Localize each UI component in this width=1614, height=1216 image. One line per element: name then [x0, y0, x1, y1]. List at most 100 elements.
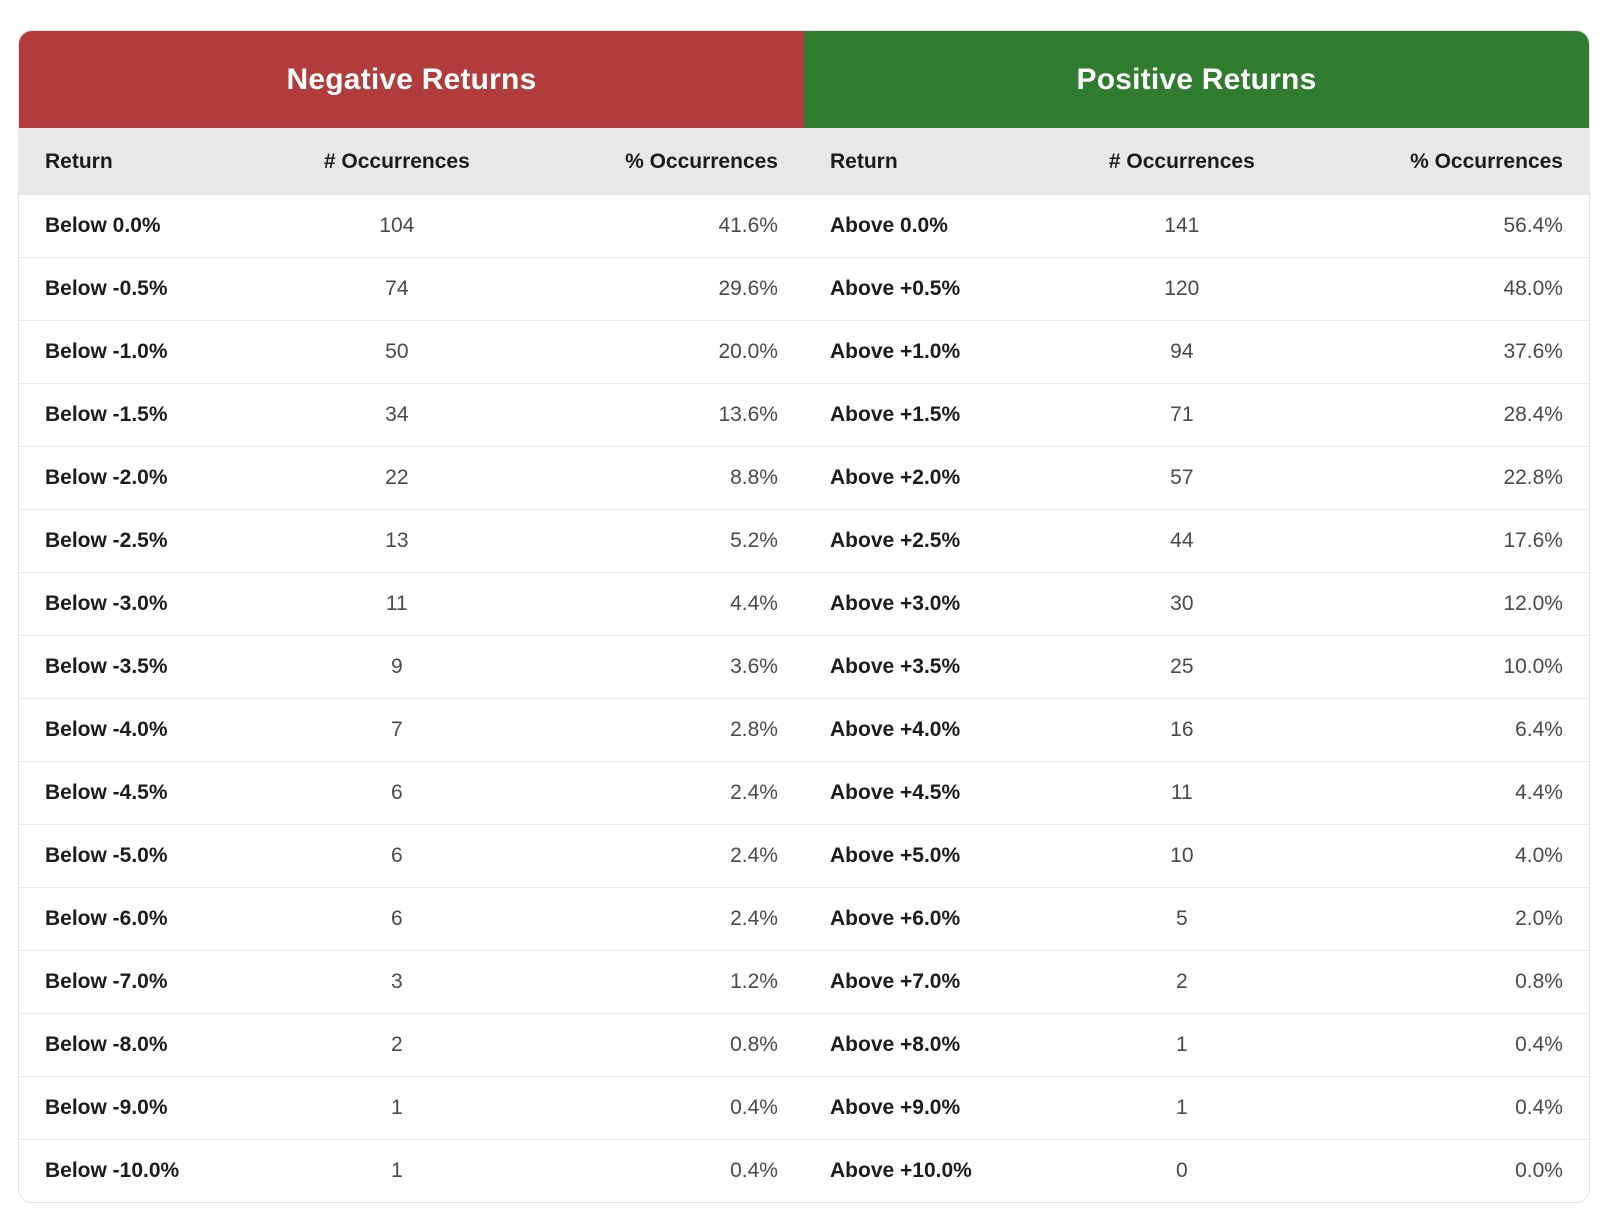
pct-occurrences-cell: 1.2%	[730, 970, 778, 993]
positive-row-half: Above +4.0% 16 6.4%	[804, 699, 1589, 761]
positive-row-half: Above +9.0% 1 0.4%	[804, 1077, 1589, 1139]
pct-occurrences-cell: 17.6%	[1503, 529, 1563, 552]
negative-row-half: Below -3.0% 11 4.4%	[19, 573, 804, 635]
table-row: Below -3.5% 9 3.6% Above +3.5% 25 10.0%	[19, 635, 1589, 698]
return-cell: Below -5.0%	[45, 844, 168, 867]
pct-occurrences-cell: 2.4%	[730, 844, 778, 867]
table-row: Below -8.0% 2 0.8% Above +8.0% 1 0.4%	[19, 1013, 1589, 1076]
positive-row-half: Above +1.0% 94 37.6%	[804, 321, 1589, 383]
return-cell: Below -7.0%	[45, 970, 168, 993]
occurrences-cell: 1	[1175, 1033, 1188, 1056]
occurrences-cell: 71	[1170, 403, 1194, 426]
pct-occurrences-cell: 41.6%	[718, 214, 778, 237]
occurrences-cell: 0	[1175, 1159, 1188, 1182]
pct-occurrences-cell: 6.4%	[1515, 718, 1563, 741]
pct-occurrences-cell: 2.8%	[730, 718, 778, 741]
pct-occurrences-cell: 28.4%	[1503, 403, 1563, 426]
return-cell: Above +10.0%	[830, 1159, 972, 1182]
return-cell: Above +9.0%	[830, 1096, 961, 1119]
negative-row-half: Below -3.5% 9 3.6%	[19, 636, 804, 698]
pct-occurrences-cell: 0.4%	[730, 1159, 778, 1182]
table-row: Below -1.5% 34 13.6% Above +1.5% 71 28.4%	[19, 383, 1589, 446]
pct-occurrences-cell: 12.0%	[1503, 592, 1563, 615]
return-cell: Above 0.0%	[830, 214, 948, 237]
positive-row-half: Above +1.5% 71 28.4%	[804, 384, 1589, 446]
negative-row-half: Below -0.5% 74 29.6%	[19, 258, 804, 320]
positive-row-half: Above +6.0% 5 2.0%	[804, 888, 1589, 950]
occurrences-cell: 22	[385, 466, 409, 489]
negative-row-half: Below -6.0% 6 2.4%	[19, 888, 804, 950]
occurrences-cell: 104	[379, 214, 415, 237]
return-cell: Below -4.5%	[45, 781, 168, 804]
pct-occurrences-cell: 29.6%	[718, 277, 778, 300]
occurrences-cell: 3	[390, 970, 403, 993]
negative-row-half: Below -5.0% 6 2.4%	[19, 825, 804, 887]
occurrences-cell: 16	[1170, 718, 1194, 741]
return-cell: Below -8.0%	[45, 1033, 168, 1056]
occurrences-cell: 74	[385, 277, 409, 300]
return-cell: Above +2.5%	[830, 529, 961, 552]
occurrences-cell: 2	[390, 1033, 403, 1056]
pct-occurrences-cell: 0.8%	[730, 1033, 778, 1056]
table-row: Below -2.0% 22 8.8% Above +2.0% 57 22.8%	[19, 446, 1589, 509]
negative-row-half: Below 0.0% 104 41.6%	[19, 195, 804, 257]
pct-occurrences-cell: 4.4%	[1515, 781, 1563, 804]
pct-occurrences-cell: 0.8%	[1515, 970, 1563, 993]
occurrences-cell: 30	[1170, 592, 1194, 615]
occurrences-cell: 7	[390, 718, 403, 741]
occurrences-cell: 44	[1170, 529, 1194, 552]
occurrences-cell: 6	[390, 844, 403, 867]
occurrences-cell: 11	[1170, 781, 1193, 804]
pct-occurrences-cell: 10.0%	[1503, 655, 1563, 678]
pct-occurrences-cell: 4.0%	[1515, 844, 1563, 867]
occurrences-cell: 25	[1170, 655, 1194, 678]
negative-returns-banner: Negative Returns	[19, 31, 804, 128]
negative-row-half: Below -10.0% 1 0.4%	[19, 1140, 804, 1202]
table-row: Below -6.0% 6 2.4% Above +6.0% 5 2.0%	[19, 887, 1589, 950]
return-cell: Above +8.0%	[830, 1033, 961, 1056]
negative-row-half: Below -2.0% 22 8.8%	[19, 447, 804, 509]
pct-occurrences-cell: 8.8%	[730, 466, 778, 489]
return-cell: Below -4.0%	[45, 718, 168, 741]
occurrences-cell: 6	[390, 907, 403, 930]
table-row: Below -1.0% 50 20.0% Above +1.0% 94 37.6%	[19, 320, 1589, 383]
return-cell: Above +3.5%	[830, 655, 961, 678]
return-cell: Below -2.0%	[45, 466, 168, 489]
return-cell: Below -1.5%	[45, 403, 168, 426]
pct-occurrences-cell: 5.2%	[730, 529, 778, 552]
pct-occurrences-cell: 13.6%	[718, 403, 778, 426]
positive-row-half: Above +7.0% 2 0.8%	[804, 951, 1589, 1013]
positive-row-half: Above +0.5% 120 48.0%	[804, 258, 1589, 320]
positive-column-headers: Return # Occurrences % Occurrences	[804, 128, 1589, 195]
column-header-pct-occurrences: % Occurrences	[1410, 149, 1563, 173]
banner-row: Negative Returns Positive Returns	[19, 31, 1589, 128]
positive-row-half: Above +5.0% 10 4.0%	[804, 825, 1589, 887]
occurrences-cell: 57	[1170, 466, 1194, 489]
return-cell: Above +7.0%	[830, 970, 961, 993]
negative-row-half: Below -7.0% 3 1.2%	[19, 951, 804, 1013]
return-cell: Below -3.5%	[45, 655, 168, 678]
return-cell: Below -2.5%	[45, 529, 168, 552]
pct-occurrences-cell: 0.4%	[1515, 1033, 1563, 1056]
occurrences-cell: 120	[1164, 277, 1200, 300]
return-cell: Below 0.0%	[45, 214, 161, 237]
column-header-row: Return # Occurrences % Occurrences Retur…	[19, 128, 1589, 195]
return-cell: Above +1.5%	[830, 403, 961, 426]
negative-returns-title: Negative Returns	[286, 62, 537, 96]
return-cell: Below -9.0%	[45, 1096, 168, 1119]
positive-row-half: Above +4.5% 11 4.4%	[804, 762, 1589, 824]
return-cell: Below -6.0%	[45, 907, 168, 930]
positive-returns-title: Positive Returns	[1076, 62, 1317, 96]
occurrences-cell: 1	[1175, 1096, 1188, 1119]
table-row: Below 0.0% 104 41.6% Above 0.0% 141 56.4%	[19, 195, 1589, 257]
table-row: Below -10.0% 1 0.4% Above +10.0% 0 0.0%	[19, 1139, 1589, 1202]
positive-row-half: Above +8.0% 1 0.4%	[804, 1014, 1589, 1076]
occurrences-cell: 94	[1170, 340, 1194, 363]
table-row: Below -3.0% 11 4.4% Above +3.0% 30 12.0%	[19, 572, 1589, 635]
occurrences-cell: 141	[1164, 214, 1200, 237]
occurrences-cell: 10	[1170, 844, 1194, 867]
return-cell: Above +5.0%	[830, 844, 961, 867]
table-row: Below -4.0% 7 2.8% Above +4.0% 16 6.4%	[19, 698, 1589, 761]
table-row: Below -5.0% 6 2.4% Above +5.0% 10 4.0%	[19, 824, 1589, 887]
return-cell: Above +0.5%	[830, 277, 961, 300]
